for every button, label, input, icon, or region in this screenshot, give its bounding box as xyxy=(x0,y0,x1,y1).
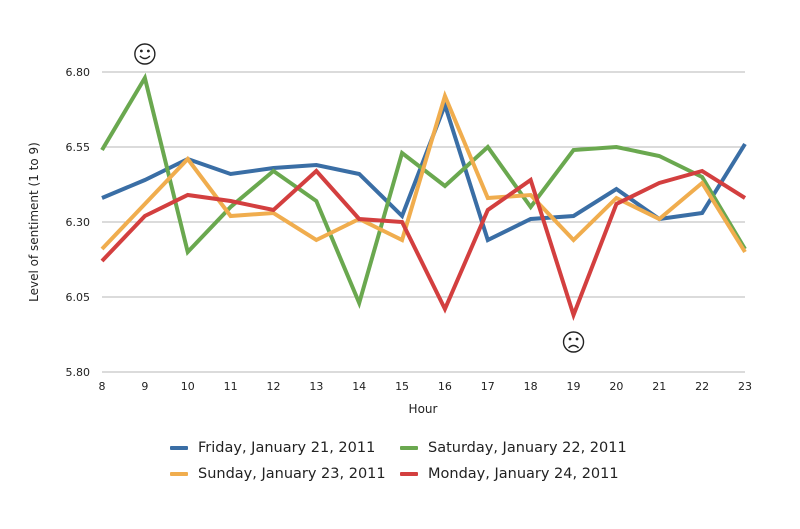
x-tick-label: 15 xyxy=(395,380,409,393)
y-axis-label: Level of sentiment (1 to 9) xyxy=(27,142,41,302)
y-tick-label: 6.30 xyxy=(66,216,91,229)
y-axis-ticks: 5.80 6.05 6.30 6.55 6.80 xyxy=(66,66,91,379)
x-tick-label: 21 xyxy=(652,380,666,393)
line-chart: 5.80 6.05 6.30 6.55 6.80 8 9 10 11 12 13 14 15 16 17 1… xyxy=(27,43,753,416)
series-line xyxy=(100,90,747,254)
x-tick-label: 12 xyxy=(266,380,280,393)
legend-swatch xyxy=(170,472,188,476)
series-line xyxy=(101,98,747,243)
x-tick-label: 8 xyxy=(99,380,106,393)
legend-label: Sunday, January 23, 2011 xyxy=(198,466,386,482)
x-tick-label: 20 xyxy=(609,380,623,393)
legend: Friday, January 21, 2011 Saturday, Januar… xyxy=(170,440,650,482)
grid-lines xyxy=(102,71,745,373)
x-tick-label: 13 xyxy=(309,380,323,393)
smiley-face-icon xyxy=(134,43,156,65)
legend-swatch xyxy=(170,446,188,450)
x-axis-ticks: 8 9 10 11 12 13 14 15 16 17 18 19 20 21 22 23 xyxy=(99,380,753,393)
x-tick-label: 17 xyxy=(481,380,495,393)
x-tick-label: 23 xyxy=(738,380,752,393)
x-tick-label: 22 xyxy=(695,380,709,393)
x-axis-label: Hour xyxy=(409,402,438,416)
x-tick-label: 14 xyxy=(352,380,366,393)
y-tick-label: 5.80 xyxy=(66,366,91,379)
x-tick-label: 19 xyxy=(567,380,581,393)
y-tick-label: 6.05 xyxy=(66,291,91,304)
y-tick-label: 6.55 xyxy=(66,141,91,154)
x-tick-label: 18 xyxy=(524,380,538,393)
series-lines xyxy=(100,72,747,322)
legend-swatch xyxy=(400,472,418,476)
series-line xyxy=(100,168,747,322)
legend-label: Friday, January 21, 2011 xyxy=(198,440,376,456)
legend-item: Sunday, January 23, 2011 xyxy=(170,466,400,482)
frowning-face-icon xyxy=(562,331,585,353)
x-tick-label: 10 xyxy=(181,380,195,393)
y-tick-label: 6.80 xyxy=(66,66,91,79)
legend-label: Saturday, January 22, 2011 xyxy=(428,440,627,456)
x-tick-label: 11 xyxy=(224,380,238,393)
x-tick-label: 16 xyxy=(438,380,452,393)
legend-item: Monday, January 24, 2011 xyxy=(400,466,640,482)
x-tick-label: 9 xyxy=(141,380,148,393)
legend-item: Saturday, January 22, 2011 xyxy=(400,440,640,456)
legend-swatch xyxy=(400,446,418,450)
annotations xyxy=(134,43,585,353)
legend-label: Monday, January 24, 2011 xyxy=(428,466,619,482)
legend-item: Friday, January 21, 2011 xyxy=(170,440,400,456)
